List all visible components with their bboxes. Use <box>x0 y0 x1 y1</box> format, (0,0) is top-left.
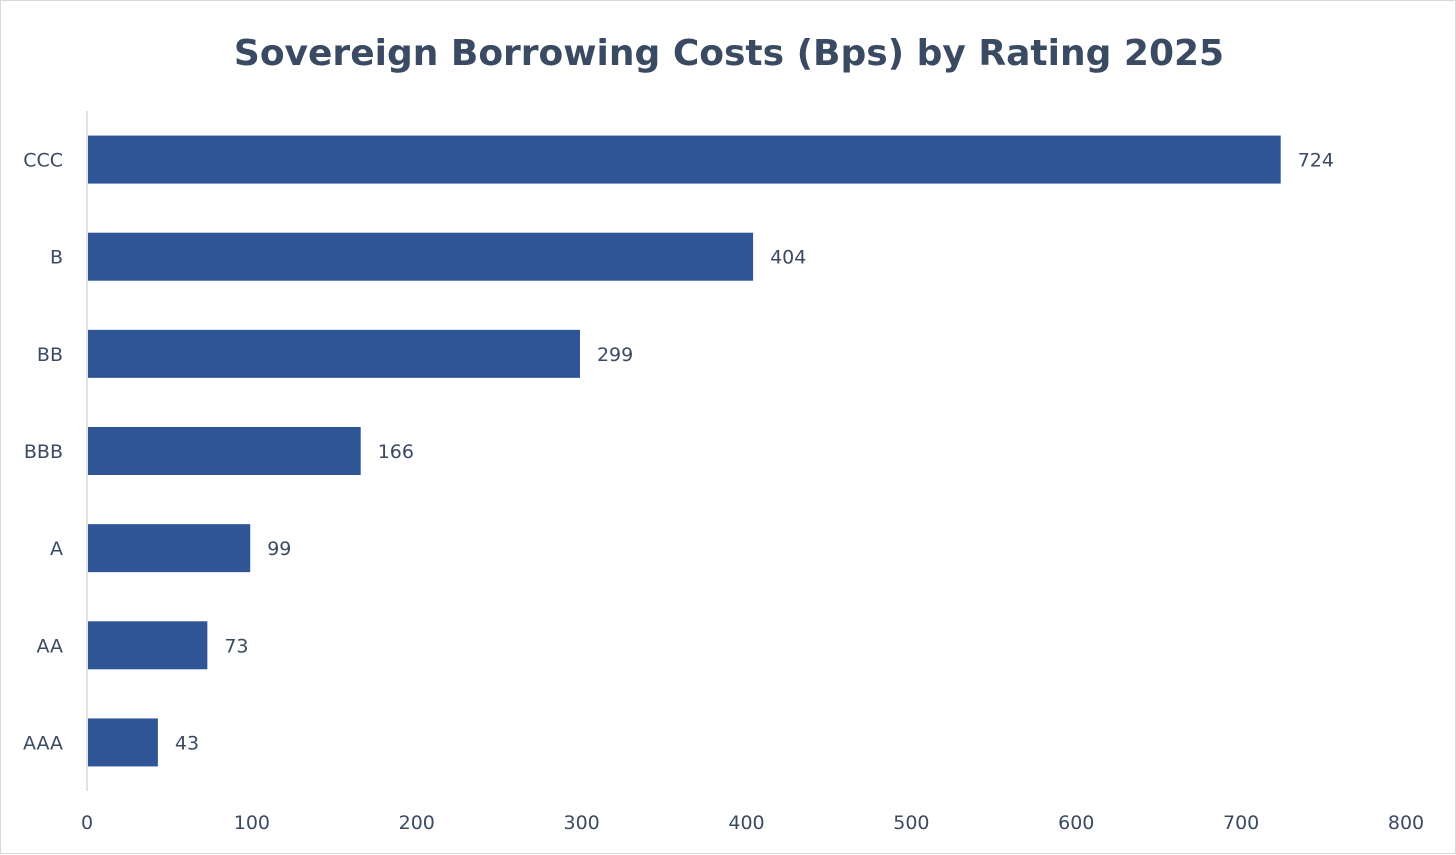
bar-bbb <box>88 427 361 475</box>
x-tick-label-600: 600 <box>1058 812 1094 834</box>
data-label-ccc: 724 <box>1298 150 1334 172</box>
data-label-aaa: 43 <box>175 732 199 754</box>
category-label-b: B <box>50 247 63 269</box>
category-label-ccc: CCC <box>23 150 63 172</box>
bar-bb <box>88 329 580 378</box>
data-label-bbb: 166 <box>378 441 414 463</box>
bars-group <box>88 135 1281 767</box>
data-label-bb: 299 <box>597 344 633 366</box>
x-axis-tick-labels: 0 100 200 300 400 500 600 700 800 <box>81 812 1424 834</box>
category-label-aaa: AAA <box>23 732 63 754</box>
x-tick-label-800: 800 <box>1388 812 1424 834</box>
x-tick-label-400: 400 <box>728 812 764 834</box>
bar-aaa <box>88 718 158 767</box>
data-label-aa: 73 <box>224 635 248 657</box>
x-tick-label-300: 300 <box>563 812 599 834</box>
x-tick-label-100: 100 <box>234 812 270 834</box>
bar-aa <box>88 621 208 670</box>
category-label-aa: AA <box>36 635 63 657</box>
data-label-b: 404 <box>770 247 806 269</box>
bar-ccc <box>88 135 1281 184</box>
x-tick-label-700: 700 <box>1223 812 1259 834</box>
category-label-bbb: BBB <box>24 441 63 463</box>
x-tick-label-0: 0 <box>81 812 93 834</box>
bar-b <box>88 232 754 281</box>
category-label-bb: BB <box>37 344 63 366</box>
x-tick-label-200: 200 <box>399 812 435 834</box>
bar-a <box>88 524 251 573</box>
chart-title: Sovereign Borrowing Costs (Bps) by Ratin… <box>234 33 1224 74</box>
x-tick-label-500: 500 <box>893 812 929 834</box>
data-labels: 724 404 299 166 99 73 43 <box>175 150 1334 755</box>
data-label-a: 99 <box>267 538 291 560</box>
category-label-a: A <box>50 538 63 560</box>
